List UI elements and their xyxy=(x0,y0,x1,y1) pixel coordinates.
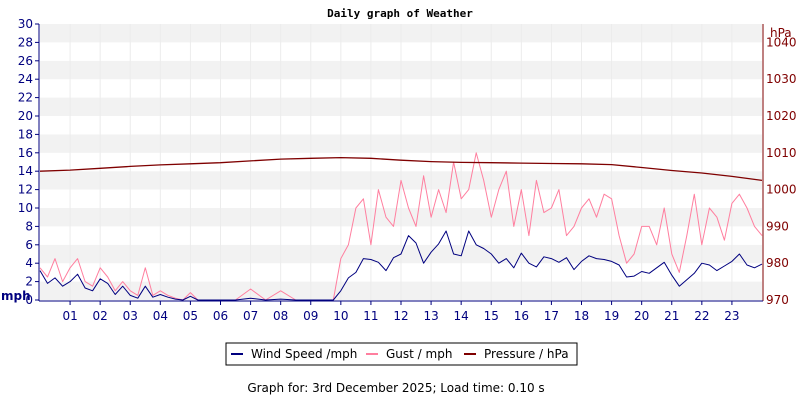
left-tick-label: 4 xyxy=(25,256,33,270)
x-tick-label: 20 xyxy=(634,309,649,323)
x-tick-label: 03 xyxy=(123,309,138,323)
right-tick-label: 1030 xyxy=(766,72,797,86)
x-tick-label: 17 xyxy=(544,309,559,323)
chart-title: Daily graph of Weather xyxy=(327,7,473,20)
left-axis-unit-label: mph xyxy=(1,289,31,303)
x-tick-label: 13 xyxy=(423,309,438,323)
wind-speed-line xyxy=(39,230,763,301)
right-axis-unit-label: hPa xyxy=(770,26,792,40)
x-tick-label: 07 xyxy=(243,309,258,323)
x-tick-label: 04 xyxy=(153,309,168,323)
left-tick-label: 8 xyxy=(25,219,33,233)
left-tick-label: 30 xyxy=(18,17,33,31)
legend-label-gust: Gust / mph xyxy=(386,347,452,361)
x-tick-label: 10 xyxy=(333,309,348,323)
x-axis-ticks: 01 02 03 04 05 06 07 08 09 10 11 12 13 14 15 16 17 18 19 20… xyxy=(62,301,740,323)
left-tick-label: 22 xyxy=(18,91,33,105)
x-tick-label: 02 xyxy=(93,309,108,323)
left-tick-label: 20 xyxy=(18,109,33,123)
x-tick-label: 19 xyxy=(604,309,619,323)
x-tick-label: 15 xyxy=(484,309,499,323)
right-tick-label: 1040 xyxy=(766,35,797,49)
plot-background-bands xyxy=(40,24,762,300)
legend-label-wind: Wind Speed /mph xyxy=(251,347,357,361)
left-tick-label: 10 xyxy=(18,201,33,215)
x-tick-label: 16 xyxy=(514,309,529,323)
left-tick-label: 12 xyxy=(18,183,33,197)
left-tick-label: 26 xyxy=(18,54,33,68)
left-tick-label: 2 xyxy=(25,275,33,289)
x-tick-label: 21 xyxy=(664,309,679,323)
right-axis-ticks: 970 980 990 1000 1010 1020 1030 1040 xyxy=(766,35,797,307)
x-tick-label: 12 xyxy=(393,309,408,323)
x-tick-label: 22 xyxy=(694,309,709,323)
x-tick-label: 05 xyxy=(183,309,198,323)
left-tick-label: 24 xyxy=(18,72,33,86)
footer-text: Graph for: 3rd December 2025; Load time:… xyxy=(247,381,544,395)
pressure-line xyxy=(39,156,763,182)
left-tick-label: 18 xyxy=(18,127,33,141)
right-tick-label: 1000 xyxy=(766,183,797,197)
x-tick-label: 06 xyxy=(213,309,228,323)
legend: Wind Speed /mph Gust / mph Pressure / hP… xyxy=(225,342,578,366)
x-tick-label: 09 xyxy=(303,309,318,323)
x-tick-label: 23 xyxy=(724,309,739,323)
left-tick-label: 28 xyxy=(18,35,33,49)
x-tick-label: 11 xyxy=(363,309,378,323)
left-tick-label: 16 xyxy=(18,146,33,160)
right-tick-label: 1010 xyxy=(766,146,797,160)
gust-line xyxy=(39,152,763,301)
right-tick-label: 980 xyxy=(766,256,789,270)
x-tick-label: 14 xyxy=(454,309,469,323)
x-tick-label: 18 xyxy=(574,309,589,323)
legend-box xyxy=(225,342,578,366)
right-tick-label: 1020 xyxy=(766,109,797,123)
left-tick-label: 6 xyxy=(25,238,33,252)
x-tick-label: 08 xyxy=(273,309,288,323)
right-tick-label: 990 xyxy=(766,219,789,233)
x-tick-label: 01 xyxy=(62,309,77,323)
right-tick-label: 970 xyxy=(766,293,789,307)
series-layer xyxy=(39,152,763,301)
left-tick-label: 0 xyxy=(25,293,33,307)
legend-label-pressure: Pressure / hPa xyxy=(484,347,569,361)
left-tick-label: 14 xyxy=(18,164,33,178)
